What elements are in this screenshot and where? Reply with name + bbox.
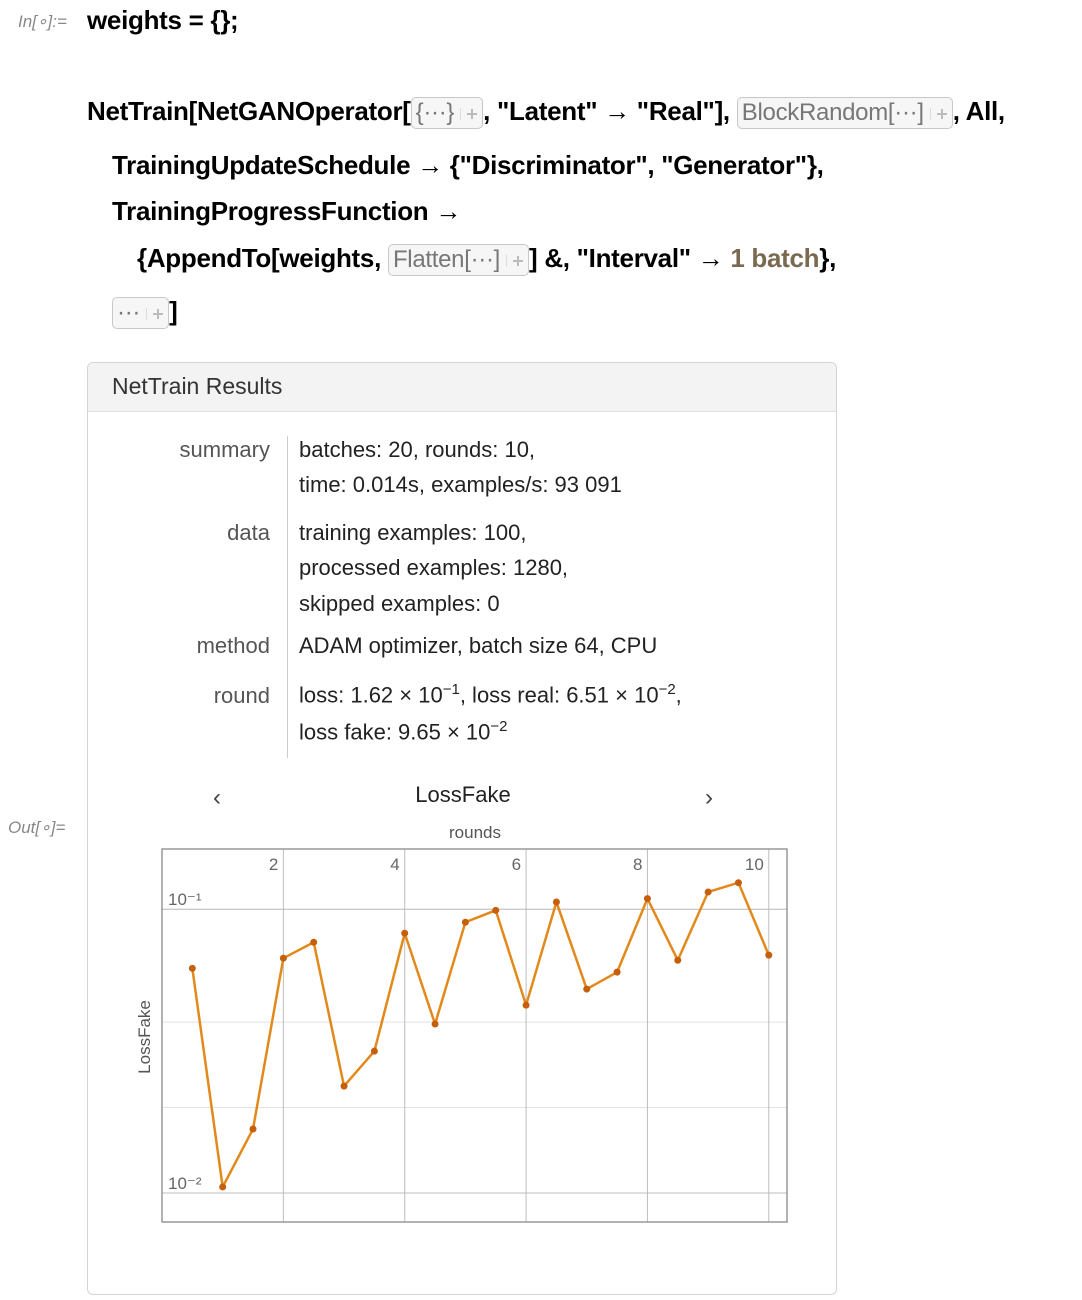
data-point <box>522 1001 530 1009</box>
row-value: batches: 20, rounds: 10, <box>299 437 536 462</box>
data-point <box>552 898 560 906</box>
row-key: data <box>227 520 270 545</box>
data-point <box>583 985 591 993</box>
code-text: {AppendTo[weights, <box>137 243 381 273</box>
chart-title: LossFake <box>415 782 510 807</box>
plot-frame <box>161 848 788 1223</box>
box-text: ··· <box>117 299 141 327</box>
data-point <box>340 1082 348 1090</box>
code-line: TrainingProgressFunction → <box>112 196 462 226</box>
row-value: ADAM optimizer, batch size 64, CPU <box>299 633 658 658</box>
data-point <box>643 895 651 903</box>
row-value: loss: 1.62 × 10−1, loss real: 6.51 × 10−… <box>299 681 682 708</box>
data-point <box>674 956 682 964</box>
value-text: loss fake: 9.65 × 10 <box>299 719 491 745</box>
plus-icon <box>506 255 524 268</box>
code-line: {AppendTo[weights, Flatten[···] ] &, "Int… <box>137 243 837 277</box>
collapsed-box[interactable]: ··· <box>112 297 170 330</box>
row-key: summary <box>179 437 270 462</box>
row-value: time: 0.014s, examples/s: 93 091 <box>299 472 622 497</box>
row-value: loss fake: 9.65 × 10−2 <box>299 718 508 745</box>
row-value: training examples: 100, <box>299 520 527 545</box>
row-value: skipped examples: 0 <box>299 591 500 616</box>
x-tick-label: 10 <box>745 855 764 874</box>
x-tick-label: 4 <box>390 855 399 874</box>
exponent: −1 <box>442 681 460 698</box>
panel-title: NetTrain Results <box>112 373 283 399</box>
plus-icon <box>146 308 164 321</box>
collapsed-box[interactable]: {···} <box>410 97 484 130</box>
x-tick-label: 6 <box>512 855 521 874</box>
code-text: , "Latent" → "Real"], <box>483 96 730 126</box>
y-axis-label: LossFake <box>135 1000 154 1074</box>
box-text: Flatten[···] <box>392 246 501 274</box>
x-tick-label: 2 <box>269 855 278 874</box>
collapsed-box[interactable]: Flatten[···] <box>387 244 530 277</box>
data-point <box>401 929 409 937</box>
data-point <box>370 1047 378 1055</box>
code-line: ···] <box>112 296 178 330</box>
code-line: TrainingUpdateSchedule → {"Discriminator… <box>112 150 824 180</box>
row-key: method <box>196 633 270 658</box>
code-quantity: 1 batch <box>730 243 820 273</box>
value-text: , loss real: 6.51 × 10 <box>459 682 659 708</box>
box-text: {···} <box>415 99 455 127</box>
data-point <box>613 968 621 976</box>
x-tick-label: 8 <box>633 855 642 874</box>
y-tick-label: 10⁻² <box>168 1174 202 1193</box>
code-text: ] <box>169 296 178 326</box>
code-line: weights = {}; <box>87 5 239 35</box>
code-text: ] &, "Interval" → <box>529 243 731 273</box>
y-tick-label: 10⁻¹ <box>168 890 202 909</box>
separator <box>287 436 288 758</box>
value-text: loss: 1.62 × 10 <box>299 682 443 708</box>
data-point <box>249 1125 257 1133</box>
data-point <box>431 1020 439 1028</box>
data-point <box>704 888 712 896</box>
collapsed-box[interactable]: BlockRandom[···] <box>736 97 953 130</box>
exponent: −2 <box>658 681 676 698</box>
row-key: round <box>213 683 270 708</box>
exponent: −2 <box>490 718 508 735</box>
data-point <box>219 1183 227 1191</box>
data-point <box>310 938 318 946</box>
code-text: , All, <box>952 96 1005 126</box>
plus-icon <box>460 108 478 121</box>
nav-next[interactable]: › <box>705 784 713 811</box>
value-text: , <box>675 682 682 708</box>
data-point <box>461 918 469 926</box>
code-text: NetTrain[NetGANOperator[ <box>87 96 411 126</box>
data-point <box>279 954 287 962</box>
output-label: Out[∘]= <box>8 818 66 837</box>
nav-prev[interactable]: ‹ <box>213 784 221 811</box>
data-point <box>188 964 196 972</box>
code-line: NetTrain[NetGANOperator[{···} , "Latent" … <box>87 96 1005 130</box>
plus-icon <box>929 108 947 121</box>
code-text: }, <box>819 243 837 273</box>
data-point <box>765 951 773 959</box>
input-label: In[∘]:= <box>18 12 67 31</box>
data-point <box>492 906 500 914</box>
panel-header: NetTrain Results <box>88 363 836 412</box>
data-point <box>734 879 742 887</box>
series-line <box>191 881 770 1189</box>
results-panel: NetTrain Results summary batches: 20, ro… <box>87 362 837 1295</box>
row-value: processed examples: 1280, <box>299 555 569 580</box>
box-text: BlockRandom[···] <box>741 99 924 127</box>
x-axis-label: rounds <box>449 823 501 842</box>
